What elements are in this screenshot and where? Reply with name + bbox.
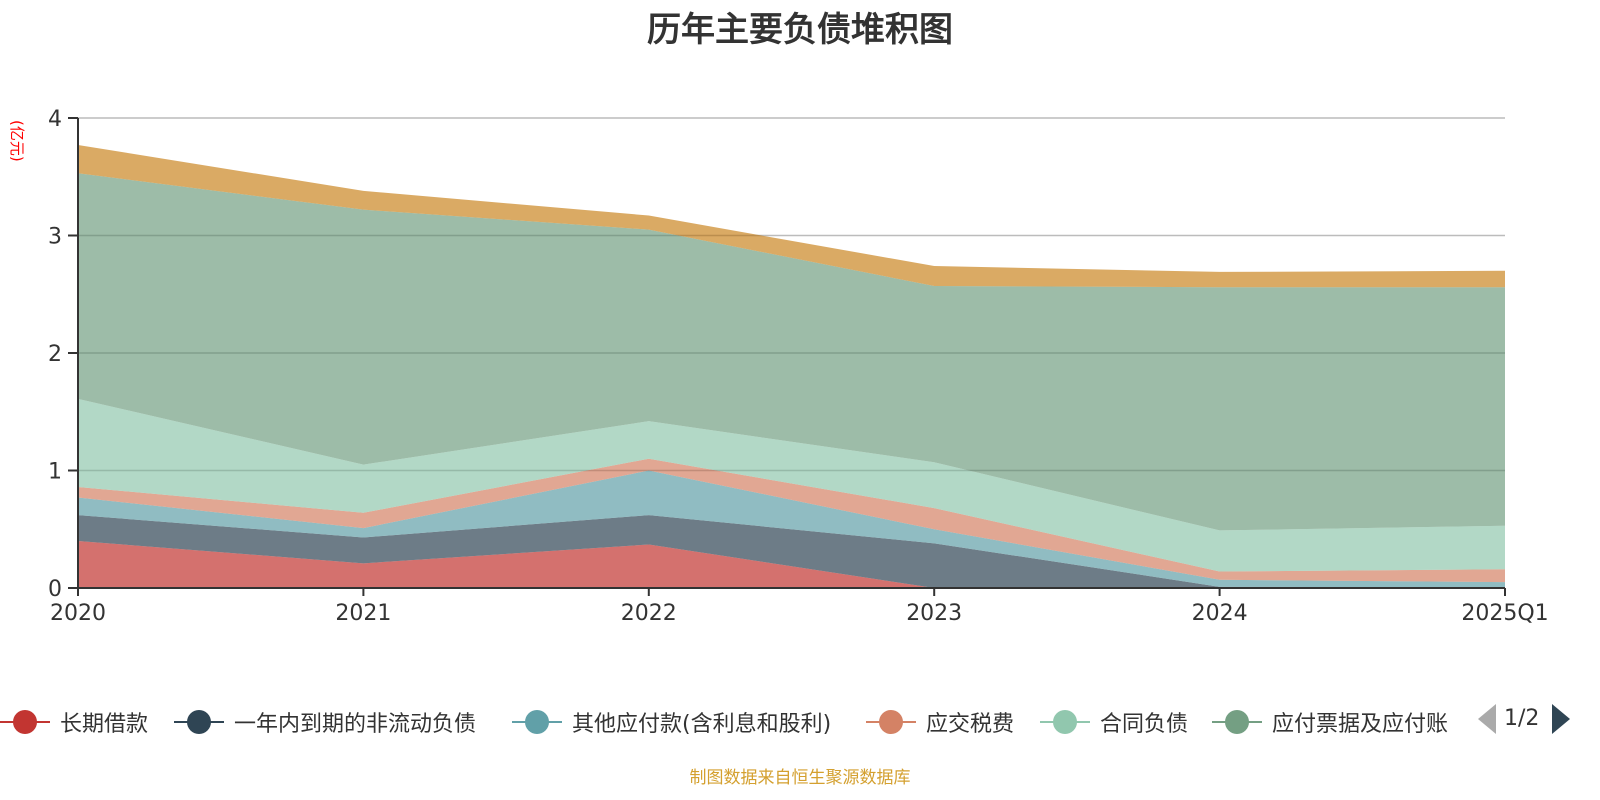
legend-item[interactable]: 长期借款 xyxy=(0,704,148,740)
y-tick-label: 4 xyxy=(48,107,62,132)
x-tick-label: 2021 xyxy=(335,601,391,626)
legend-label: 应付票据及应付账 xyxy=(1272,712,1449,737)
legend-label: 长期借款 xyxy=(60,712,149,737)
legend: 长期借款 一年内到期的非流动负债 其他应付款(含利息和股利) 应交税费 合同负债 应付票据… xyxy=(0,704,1600,740)
x-tick-label: 2022 xyxy=(621,601,677,626)
legend-label: 一年内到期的非流动负债 xyxy=(234,712,477,737)
legend-prev-page-icon[interactable] xyxy=(1478,704,1496,734)
y-tick-label: 2 xyxy=(48,342,62,367)
legend-next-page-icon[interactable] xyxy=(1552,704,1570,734)
legend-item[interactable]: 合同负债 xyxy=(1040,704,1188,740)
legend-marker-icon xyxy=(1040,704,1090,740)
x-tick-label: 2024 xyxy=(1192,601,1248,626)
chart-title: 历年主要负债堆积图 xyxy=(647,10,953,50)
legend-marker-icon xyxy=(1212,704,1262,740)
y-tick-label: 1 xyxy=(48,460,62,485)
area-series-3[interactable] xyxy=(78,458,1505,583)
area-series-2[interactable] xyxy=(78,470,1505,588)
legend-item[interactable]: 应付票据及应付账 xyxy=(1212,704,1462,740)
legend-item[interactable]: 一年内到期的非流动负债 xyxy=(174,704,476,740)
legend-item[interactable]: 其他应付款(含利息和股利) xyxy=(512,704,831,740)
legend-marker-icon xyxy=(174,704,224,740)
area-series-6[interactable] xyxy=(78,145,1505,288)
y-tick-label: 3 xyxy=(48,225,62,250)
area-series-1[interactable] xyxy=(78,515,1505,588)
legend-marker-icon xyxy=(0,704,50,740)
data-source-note: 制图数据来自恒生聚源数据库 xyxy=(689,768,911,788)
legend-item[interactable]: 应交税费 xyxy=(866,704,1014,740)
legend-label: 应交税费 xyxy=(926,712,1015,737)
x-tick-label: 2023 xyxy=(906,601,962,626)
x-tick-label: 2025Q1 xyxy=(1461,601,1548,626)
legend-marker-icon xyxy=(866,704,916,740)
x-tick-label: 2020 xyxy=(50,601,106,626)
area-series-0[interactable] xyxy=(78,541,1505,588)
area-series-5[interactable] xyxy=(78,173,1505,531)
legend-label: 合同负债 xyxy=(1100,712,1189,737)
legend-label: 其他应付款(含利息和股利) xyxy=(572,712,832,737)
legend-marker-icon xyxy=(512,704,562,740)
y-tick-label: 0 xyxy=(48,577,62,602)
legend-page-indicator: 1/2 xyxy=(1504,706,1540,731)
area-series-4[interactable] xyxy=(78,398,1505,572)
stacked-area-chart: 0 1 2 3 4 2020 2021 2022 2023 2024 2025Q1 xyxy=(48,107,1549,626)
